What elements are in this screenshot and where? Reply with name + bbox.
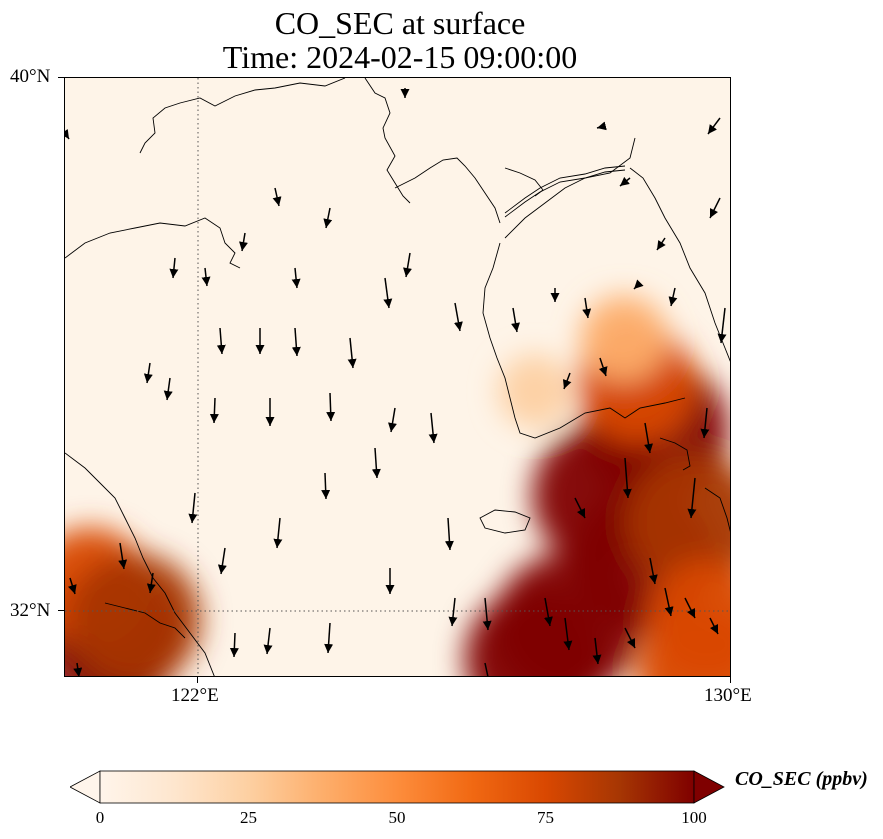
wind-vector [687,477,697,519]
wind-vector [388,407,397,433]
concentration-field [65,295,730,676]
wind-vector [68,577,77,595]
colorbar-tick-label: 50 [388,808,406,827]
wind-vector [272,187,282,207]
wind-vector [216,327,226,355]
wind-vector [453,302,463,332]
wind-vector [146,572,156,594]
wind-vector [598,357,608,377]
wind-vector [562,372,572,390]
wind-vector [709,197,721,219]
wind-vector [371,447,381,479]
wind-vector [163,377,173,401]
wind-vector [273,517,283,549]
colorbar [70,770,725,804]
wind-vector [291,327,301,357]
wind-vector [448,597,458,627]
wind-vector [574,497,586,519]
wind-vector [511,307,520,333]
map-canvas [65,78,730,676]
concentration-hotspot [68,553,202,676]
wind-vector [648,557,658,585]
wind-vector [403,252,412,278]
lat-tick-40: 40°N [10,66,51,87]
wind-vector [188,492,198,524]
wind-vector [324,622,334,654]
lat-tick-mark-32 [58,610,64,611]
wind-vector [668,287,678,307]
wind-vector [543,597,553,627]
wind-vector [592,637,602,665]
wind-vector [118,542,128,570]
wind-vector [239,232,248,252]
concentration-hotspot [625,452,730,590]
wind-vector [321,472,331,500]
lon-tick-mark-122 [197,677,198,683]
colorbar-tick-label: 75 [537,808,554,827]
wind-vector [633,279,644,290]
colorbar-label: CO_SEC (ppbv) [735,768,868,790]
wind-vector [143,362,153,384]
wind-vector [263,627,273,655]
wind-vector [644,422,653,454]
wind-vector [709,617,719,635]
wind-vector [326,392,336,422]
wind-vector [596,121,607,131]
map-subtitle-time: Time: 2024-02-15 09:00:00 [222,39,578,75]
lon-tick-mark-130 [730,677,731,683]
colorbar-extend-max [693,770,725,804]
concentration-hotspot [636,607,730,676]
wind-vector [582,297,592,319]
lat-tick-mark-40 [58,77,64,78]
wind-vector [622,457,632,499]
wind-vector [217,547,227,575]
wind-vector [717,307,727,344]
wind-vector [664,587,674,617]
lat-tick-32: 32°N [10,600,51,621]
wind-vector [428,412,438,444]
colorbar-tick-label: 100 [681,808,707,827]
wind-vector [229,632,239,658]
wind-vector [563,617,573,651]
wind-vector [444,517,454,551]
wind-vector [707,117,721,135]
border-line [504,165,626,218]
map-panel [64,77,731,677]
wind-vector [347,337,357,369]
wind-vector [656,237,666,251]
colorbar-bar [99,770,695,804]
lon-tick-130: 130°E [704,685,752,706]
wind-vector [291,267,301,289]
wind-vector [73,662,83,676]
wind-vector [65,129,70,140]
wind-vector [482,597,492,631]
wind-vector [619,176,631,187]
wind-vectors [65,88,727,676]
wind-vector [484,662,489,676]
coastlines [65,78,730,676]
concentration-hotspot [464,587,606,676]
gridlines [65,78,730,676]
wind-vector [169,257,179,279]
wind-vector [323,207,333,229]
colorbar-extend-min [70,770,101,804]
concentration-hotspot [498,354,573,429]
map-title: CO_SEC at surface [274,5,526,41]
lon-tick-122: 122°E [171,685,219,706]
colorbar-tick-label: 25 [240,808,257,827]
wind-vector [700,407,710,439]
wind-vector [684,597,696,619]
wind-vector [201,267,211,287]
wind-vector [209,397,219,424]
concentration-hotspot [580,295,668,383]
wind-vector [383,277,393,309]
colorbar-tick-label: 0 [95,808,105,827]
wind-vector [624,627,636,649]
